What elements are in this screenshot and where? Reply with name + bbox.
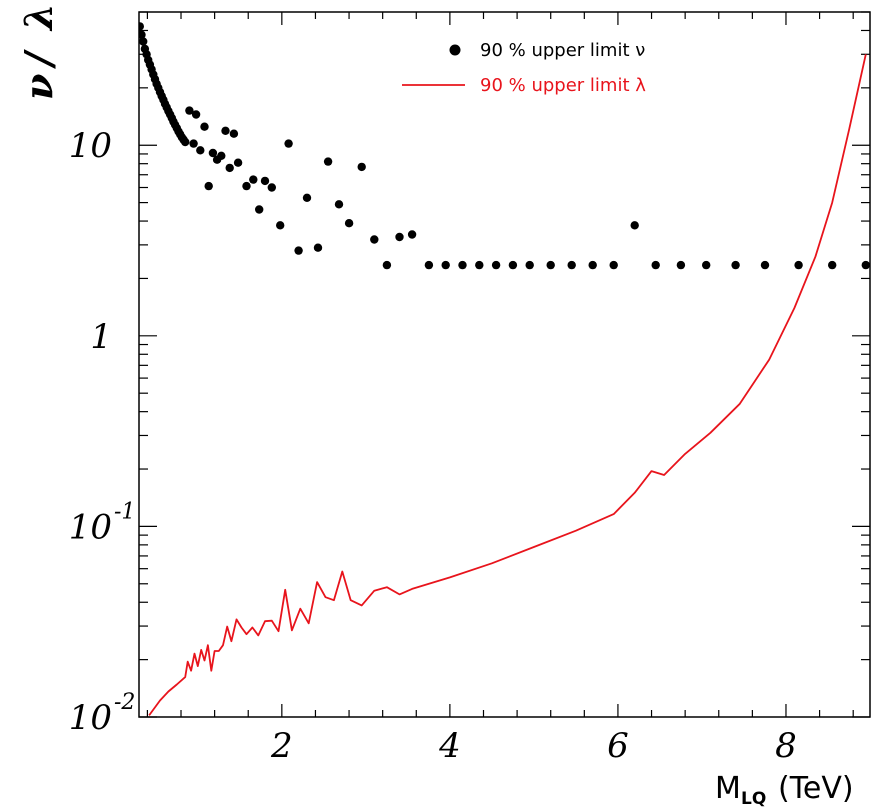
legend-label-lambda: 90 % upper limit λ — [480, 75, 646, 96]
nu-limit-point — [294, 246, 303, 255]
nu-limit-point — [702, 260, 711, 270]
nu-limit-point — [185, 106, 194, 115]
nu-limit-point — [181, 137, 190, 147]
y-axis-title-slash: / — [16, 49, 61, 70]
legend-marker-nu — [449, 44, 461, 56]
y-tick-label: 10 -1 — [69, 499, 136, 547]
x-tick-label: 8 — [775, 726, 797, 766]
nu-limit-point — [189, 139, 198, 148]
series-nu-points — [139, 22, 870, 270]
y-tick-label-base: 10 — [69, 126, 112, 166]
x-axis-title-main: M — [715, 771, 741, 806]
nu-limit-point — [225, 163, 234, 173]
nu-limit-point — [323, 157, 333, 166]
nu-limit-point — [139, 22, 144, 31]
y-axis-title-nu: ν — [16, 74, 61, 100]
nu-limit-point — [424, 260, 434, 270]
nu-limit-point — [861, 260, 870, 270]
legend-label-nu: 90 % upper limit ν — [480, 40, 645, 61]
x-tick-label: 2 — [270, 726, 293, 766]
y-axis-title-lambda: λ — [16, 3, 61, 32]
nu-limit-point — [334, 200, 344, 209]
nu-limit-point — [609, 260, 618, 270]
nu-limit-point — [217, 151, 226, 160]
nu-limit-point — [651, 260, 660, 270]
x-axis-title: M LQ (TeV) — [715, 771, 854, 809]
nu-limit-point — [760, 260, 770, 270]
plot-border — [138, 11, 871, 718]
nu-limit-point — [525, 260, 534, 270]
nu-limit-point — [242, 181, 251, 191]
nu-limit-point — [139, 37, 148, 46]
nu-limit-point — [267, 183, 276, 192]
series-layer — [139, 22, 870, 716]
y-tick-label-exponent: -1 — [114, 499, 135, 524]
x-tick-label: 4 — [438, 726, 461, 766]
nu-limit-point — [284, 139, 293, 148]
plot-frame — [138, 11, 871, 718]
nu-limit-point — [221, 126, 230, 135]
legend: 90 % upper limit ν 90 % upper limit λ — [402, 40, 646, 96]
nu-limit-point — [731, 260, 740, 270]
nu-limit-point — [260, 176, 270, 186]
nu-limit-point — [200, 122, 209, 131]
nu-limit-point — [491, 260, 501, 270]
nu-limit-point — [229, 129, 239, 138]
nu-limit-point — [395, 232, 404, 242]
nu-limit-point — [475, 260, 484, 270]
nu-limit-point — [441, 260, 450, 270]
y-tick-label-base: 1 — [90, 317, 112, 357]
nu-limit-point — [276, 221, 285, 230]
nu-limit-point — [139, 30, 146, 39]
nu-limit-point — [546, 260, 555, 270]
y-tick-label: 10 -2 — [69, 690, 136, 738]
series-lambda-line — [148, 54, 867, 716]
nu-limit-point — [302, 193, 312, 202]
y-tick-label-exponent: -2 — [114, 690, 135, 715]
nu-limit-point — [344, 219, 354, 228]
nu-limit-point — [407, 230, 417, 239]
axis-ticks — [139, 11, 870, 718]
nu-limit-point — [588, 260, 597, 270]
nu-limit-point — [208, 148, 218, 158]
y-tick-label-base: 10 — [69, 507, 112, 547]
y-tick-label-base: 10 — [69, 698, 112, 738]
nu-limit-point — [255, 205, 264, 214]
nu-limit-point — [357, 162, 366, 172]
nu-limit-point — [313, 243, 323, 252]
y-tick-label: 1 — [90, 317, 112, 357]
nu-limit-point — [191, 110, 201, 119]
nu-limit-point — [249, 175, 258, 184]
x-tick-label: 6 — [607, 726, 629, 766]
x-axis-title-sub: LQ — [741, 789, 766, 809]
nu-limit-point — [458, 260, 467, 270]
nu-limit-point — [233, 158, 243, 167]
nu-limit-point — [204, 181, 213, 191]
nu-limit-point — [196, 146, 205, 155]
y-axis-title: ν / λ — [16, 3, 61, 100]
lambda-limit-line — [148, 54, 867, 716]
y-tick-label: 10 — [69, 126, 112, 166]
nu-limit-point — [382, 260, 392, 270]
nu-limit-point — [630, 221, 639, 230]
nu-limit-point — [370, 235, 379, 244]
nu-limit-point — [567, 260, 576, 270]
nu-limit-point — [794, 260, 803, 270]
x-axis-title-unit: (TeV) — [778, 771, 854, 806]
nu-limit-point — [828, 260, 837, 270]
nu-limit-point — [676, 260, 686, 270]
nu-limit-point — [508, 260, 518, 270]
